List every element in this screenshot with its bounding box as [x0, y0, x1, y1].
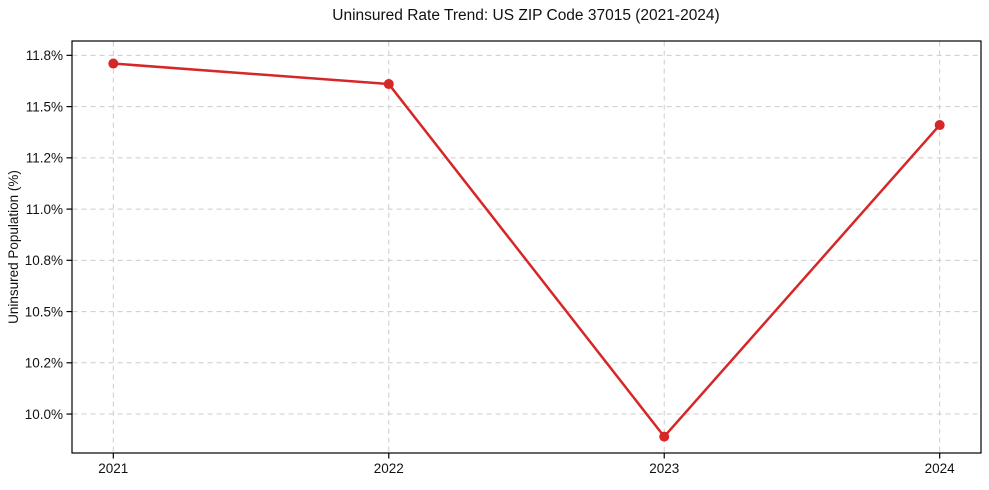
x-tick-label: 2023 — [649, 461, 679, 476]
x-tick-label: 2022 — [374, 461, 404, 476]
y-tick-label: 11.8% — [26, 48, 63, 63]
data-point-marker — [659, 431, 670, 442]
x-tick-label: 2024 — [925, 461, 956, 476]
trend-line — [112, 62, 941, 438]
y-tick-label: 10.2% — [25, 356, 63, 371]
y-tick-label: 10.8% — [25, 253, 63, 268]
data-point-marker — [934, 120, 945, 131]
y-tick-label: 11.2% — [26, 151, 63, 166]
data-point-marker — [108, 58, 119, 69]
x-tick-label: 2021 — [98, 461, 128, 476]
axes-spines — [71, 40, 982, 454]
y-tick-label: 11.0% — [26, 202, 63, 217]
y-axis-label: Uninsured Population (%) — [6, 170, 21, 324]
y-tick-label: 11.5% — [26, 99, 63, 114]
chart-title: Uninsured Rate Trend: US ZIP Code 37015 … — [332, 7, 720, 24]
y-tick-label: 10.0% — [25, 407, 63, 422]
y-tick-label: 10.5% — [25, 304, 63, 319]
data-point-marker — [383, 79, 394, 90]
